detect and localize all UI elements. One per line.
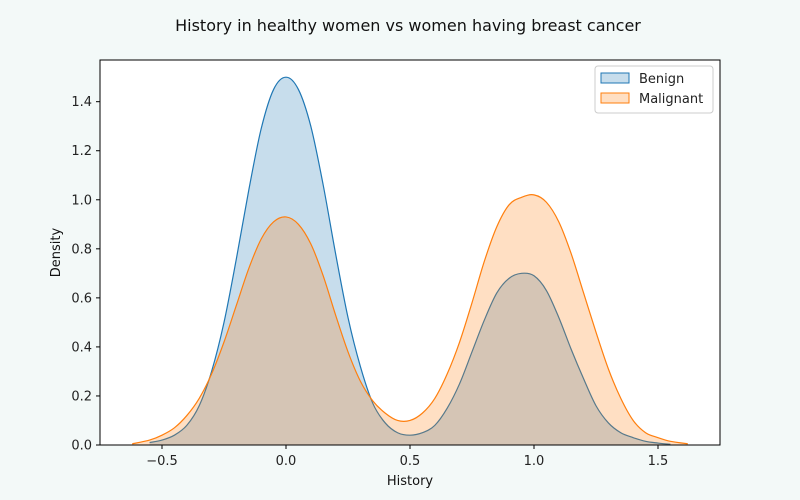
axes-layer: −0.5 0.0 0.5 1.0 1.5 0.0 0.2 0.4 0.6 0.8 1.0 1.2 1.4	[71, 59, 721, 469]
y-tick-label: 0.4	[71, 340, 92, 355]
x-tick-label: 1.0	[524, 454, 545, 469]
legend-box	[594, 65, 714, 114]
benign-density-line	[149, 76, 671, 445]
y-tick-label: 1.2	[71, 144, 92, 159]
legend-swatch-malignant	[600, 92, 630, 104]
legend: Benign Malignant	[594, 65, 714, 114]
legend-label-benign: Benign	[639, 72, 684, 87]
y-tick-label: 0.8	[71, 242, 92, 257]
series-layer	[132, 76, 688, 446]
y-tick-label: 0.2	[71, 389, 92, 404]
y-tick-label: 0.6	[71, 291, 92, 306]
legend-swatch-benign	[600, 72, 630, 84]
chart-title: History in healthy women vs women having…	[175, 16, 641, 35]
plot-area	[100, 60, 720, 445]
legend-label-malignant: Malignant	[639, 92, 703, 107]
y-tick-label: 1.0	[71, 193, 92, 208]
benign-density-area	[149, 77, 671, 446]
x-axis-label: History	[387, 474, 434, 489]
x-tick-label: 1.5	[648, 454, 669, 469]
y-axis-label: Density	[49, 227, 64, 277]
y-tick-label: 0.0	[71, 439, 92, 454]
malignant-density-area	[132, 194, 688, 445]
y-tick-label: 1.4	[71, 95, 92, 110]
x-tick-label: −0.5	[146, 454, 178, 469]
malignant-density-line	[132, 194, 688, 445]
x-tick-label: 0.0	[276, 454, 297, 469]
x-tick-label: 0.5	[400, 454, 421, 469]
